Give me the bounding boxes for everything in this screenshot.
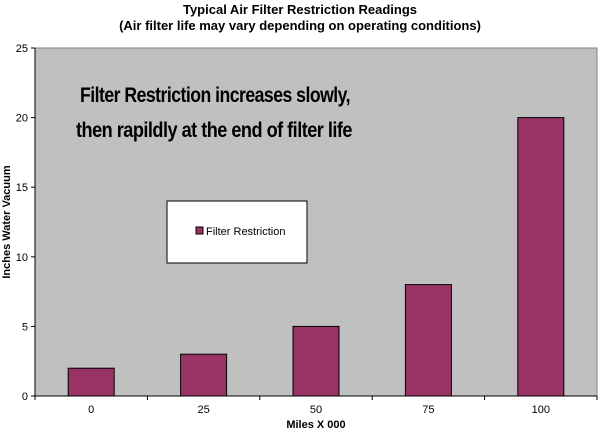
annotation-line-1: Filter Restriction increases slowly, [80,84,350,107]
bar-100 [517,117,565,397]
y-axis-label: Inches Water Vacuum [1,165,13,279]
y-ticks-group: 0 5 10 15 20 25 [16,43,35,403]
x-axis-label: Miles X 000 [286,419,345,431]
y-tick-label: 0 [22,391,28,403]
x-tick-label: 75 [422,404,434,416]
bars-group [67,117,565,397]
legend: Filter Restriction [166,200,308,264]
y-tick-label: 5 [22,321,28,333]
bar-0 [67,367,115,397]
bar-25 [180,353,228,397]
legend-box [166,200,308,264]
x-tick-label: 0 [88,404,94,416]
bar-50 [292,325,340,397]
chart-title: Typical Air Filter Restriction Readings [182,2,418,17]
bar-75 [404,284,452,397]
legend-label: Filter Restriction [206,226,285,238]
x-tick-label: 25 [197,404,209,416]
y-tick-label: 25 [16,43,28,55]
x-tick-label: 100 [532,404,550,416]
x-ticks-group: 0 25 50 75 100 [34,396,598,416]
x-tick-label: 50 [310,404,322,416]
y-tick-label: 10 [16,252,28,264]
chart-subtitle: (Air filter life may vary depending on o… [119,18,481,33]
axes-group [34,48,597,397]
y-tick-label: 20 [16,113,28,125]
annotation-line-2: then rapildly at the end of filter life [76,119,352,142]
legend-swatch [195,226,204,235]
y-tick-label: 15 [16,182,28,194]
